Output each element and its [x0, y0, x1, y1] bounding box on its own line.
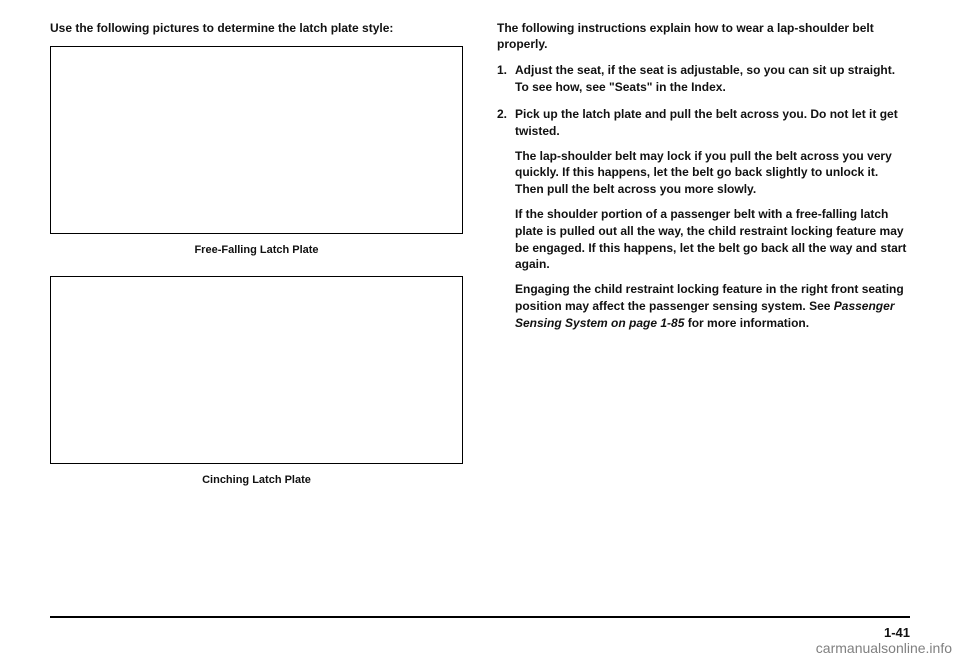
caption-cinching: Cinching Latch Plate [50, 474, 463, 486]
step-1-number: 1. [497, 62, 507, 79]
step-2-text: Pick up the latch plate and pull the bel… [515, 107, 898, 138]
left-intro-text: Use the following pictures to determine … [50, 20, 463, 36]
step-1-text: Adjust the seat, if the seat is adjustab… [515, 63, 895, 94]
step-2: 2. Pick up the latch plate and pull the … [515, 106, 910, 332]
step-2-para-3: Engaging the child restraint locking fea… [515, 281, 910, 331]
footer-divider [50, 616, 910, 618]
step-2-number: 2. [497, 106, 507, 123]
step-2-para-1: The lap-shoulder belt may lock if you pu… [515, 148, 910, 198]
step-1: 1. Adjust the seat, if the seat is adjus… [515, 62, 910, 96]
step-2-para-2: If the shoulder portion of a passenger b… [515, 206, 910, 273]
figure-freefalling-latch-plate [50, 46, 463, 234]
caption-freefalling: Free-Falling Latch Plate [50, 244, 463, 256]
page-number: 1-41 [884, 625, 910, 640]
step-2-para-3c: for more information. [684, 316, 809, 330]
right-intro-text: The following instructions explain how t… [497, 20, 910, 52]
watermark-text: carmanualsonline.info [816, 640, 952, 656]
figure-cinching-latch-plate [50, 276, 463, 464]
